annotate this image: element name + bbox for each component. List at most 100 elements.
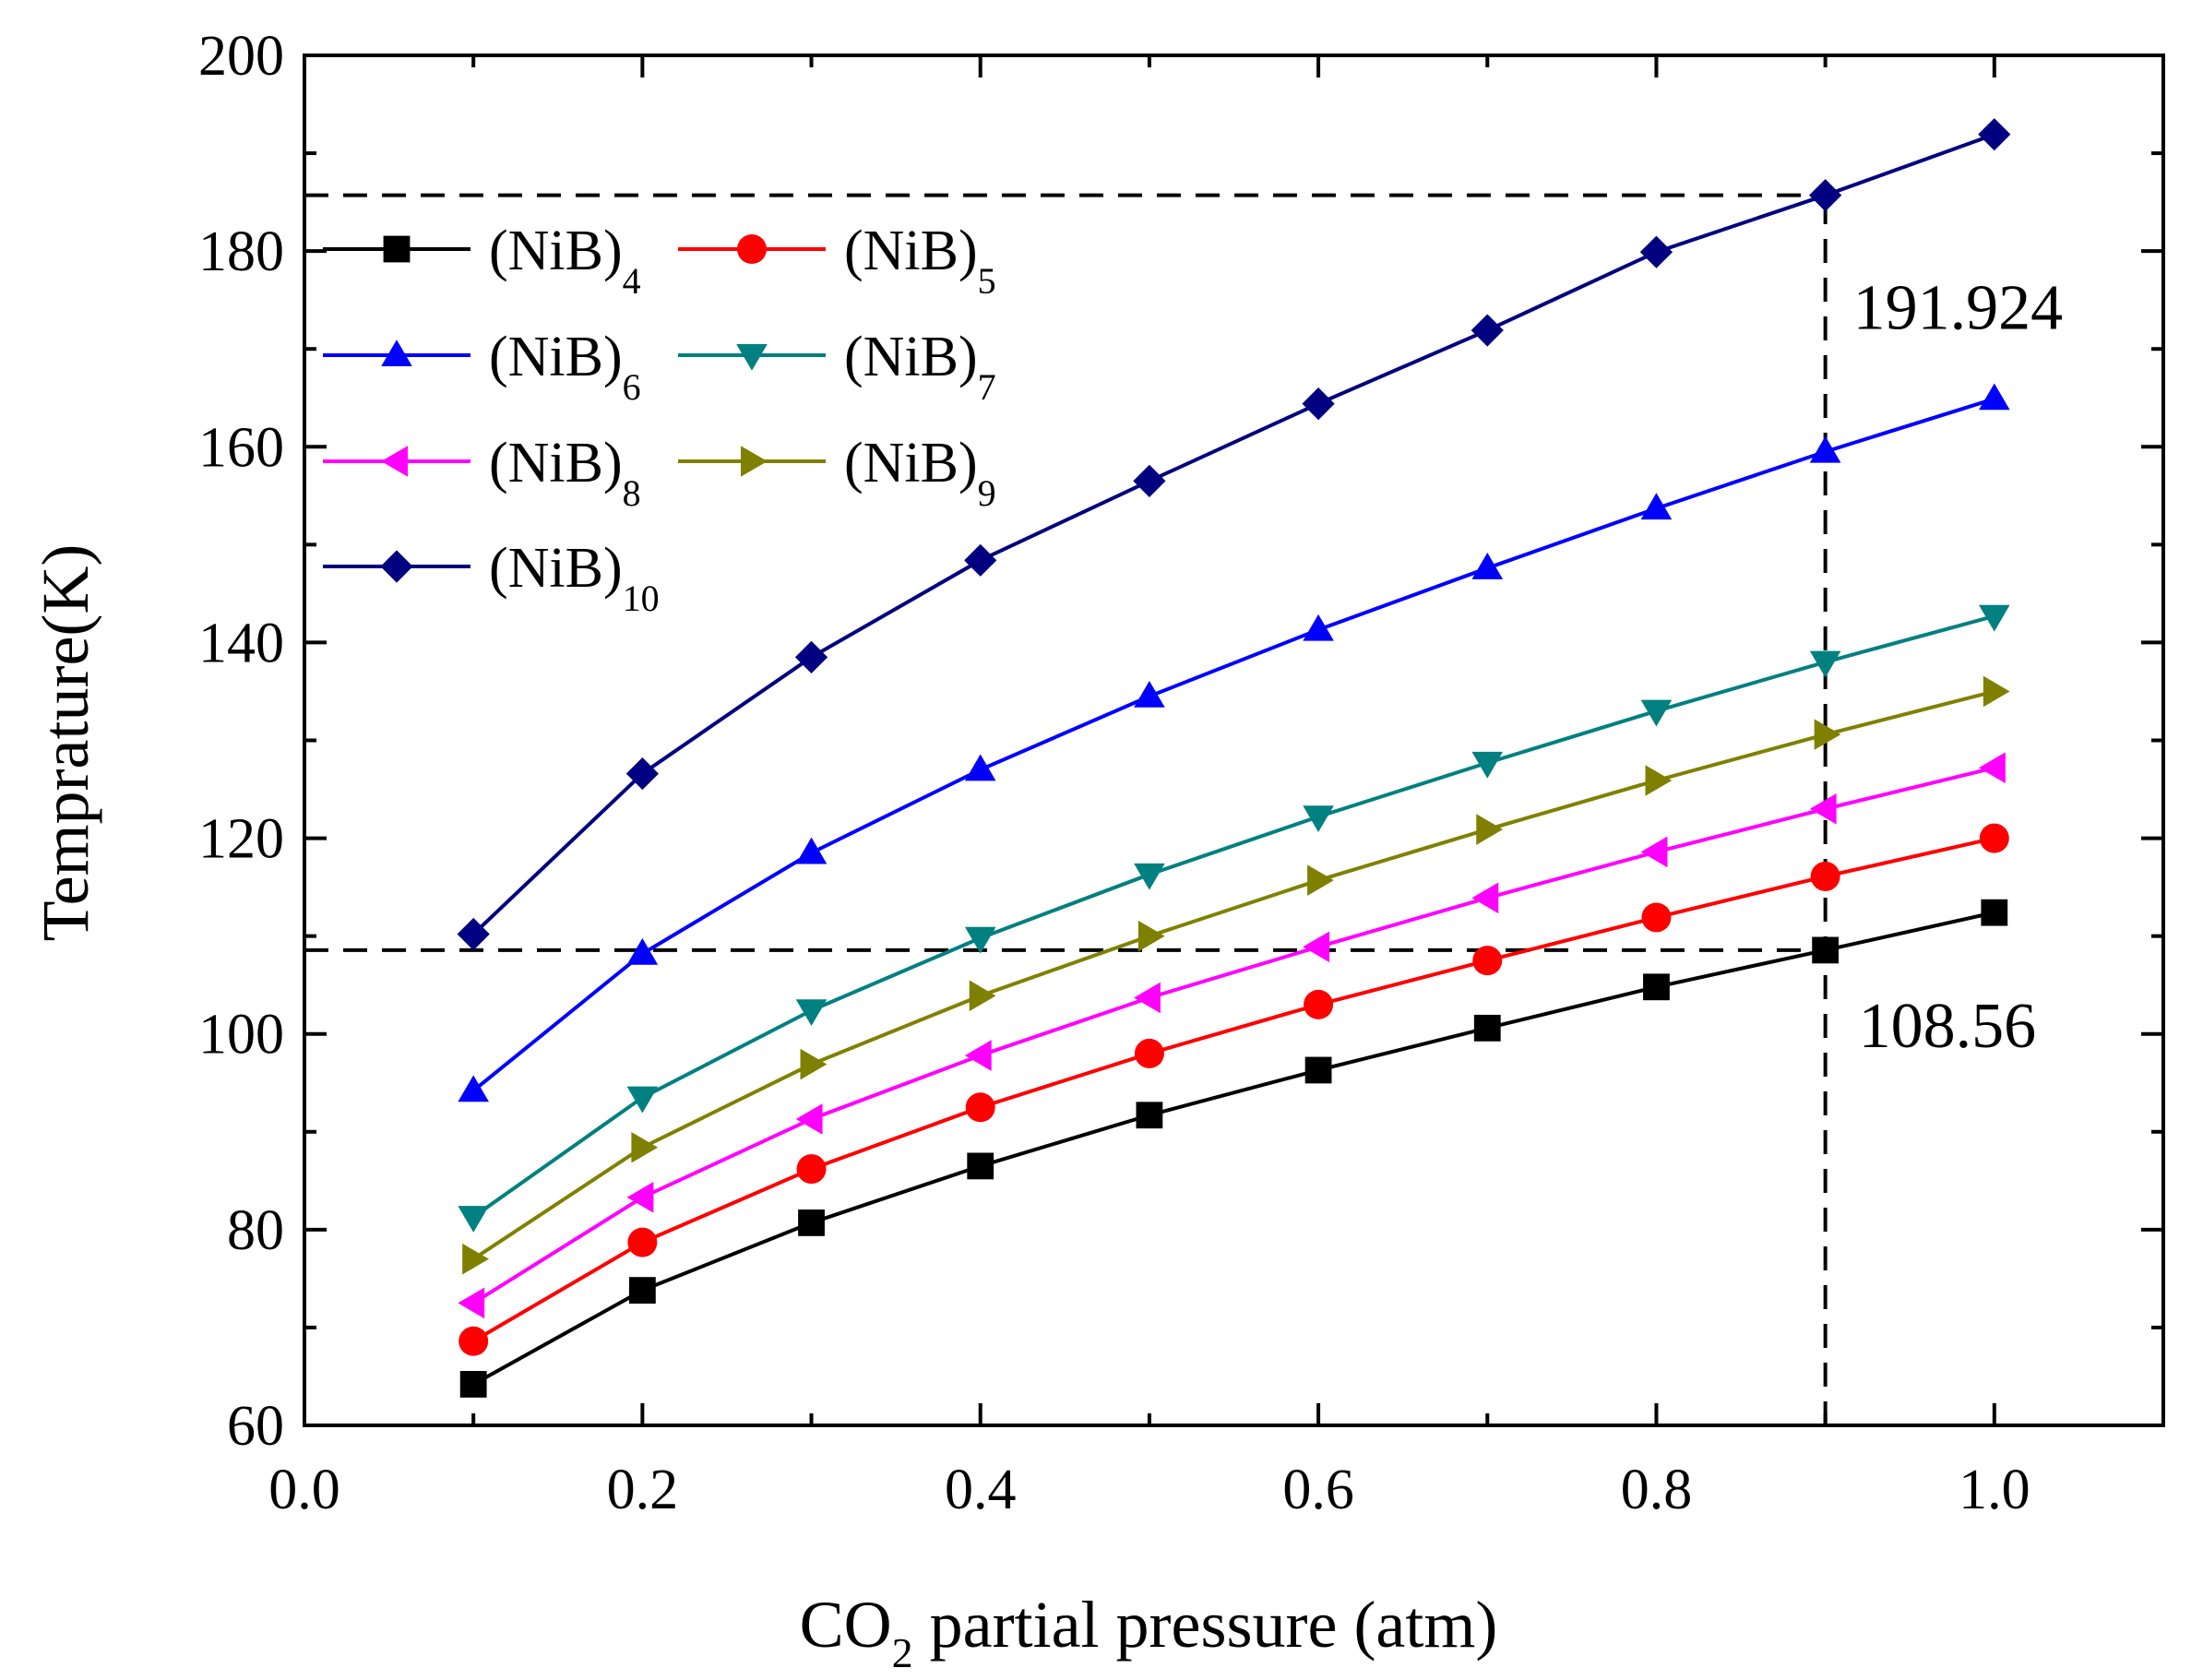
data-point-10-7	[1639, 235, 1673, 268]
legend-label-name: (NiB)	[844, 220, 978, 282]
data-point-8-4	[1134, 982, 1161, 1014]
data-point-8-3	[964, 1040, 992, 1071]
data-point-10-9	[1978, 118, 2011, 151]
data-point-10-4	[1133, 464, 1166, 498]
legend-item-10: (NiB)10	[323, 537, 660, 619]
legend-marker	[741, 446, 768, 477]
legend-marker	[381, 340, 412, 366]
x-tick-label: 0.0	[268, 1459, 340, 1521]
series-6	[458, 383, 2010, 1102]
data-point-4-8	[1812, 936, 1840, 964]
data-point-7-8	[1809, 650, 1841, 678]
legend-label: (NiB)5	[844, 220, 996, 302]
series-5	[458, 823, 2009, 1356]
data-point-6-0	[458, 1075, 489, 1102]
x-axis-title: CO2 partial pressure (atm)	[800, 1588, 1498, 1676]
data-point-6-3	[964, 754, 996, 781]
series-group	[457, 118, 2011, 1398]
legend-item-8: (NiB)8	[323, 432, 641, 514]
legend-item-7: (NiB)7	[678, 326, 996, 408]
x-tick-label: 0.8	[1621, 1459, 1693, 1521]
legend-label-sub: 5	[978, 260, 996, 302]
legend-item-9: (NiB)9	[678, 432, 996, 514]
y-tick-label: 100	[198, 1004, 284, 1066]
series-line-5	[472, 836, 1995, 1343]
x-axis-title-sub: 2	[892, 1629, 913, 1676]
data-point-10-2	[794, 640, 828, 673]
data-point-5-5	[1304, 989, 1334, 1019]
data-point-9-4	[1137, 920, 1165, 952]
legend-marker	[736, 344, 768, 371]
data-point-4-7	[1643, 973, 1670, 1001]
data-point-8-1	[626, 1182, 654, 1213]
legend-label-sub: 4	[623, 260, 641, 302]
legend-label-name: (NiB)	[489, 432, 623, 494]
legend-marker	[380, 550, 413, 583]
series-line-8	[472, 766, 1995, 1305]
legend: (NiB)4 (NiB)5(NiB)6 (NiB)7(NiB)8 (NiB)9(NiB…	[323, 220, 996, 619]
x-tick-label: 0.4	[945, 1459, 1017, 1521]
data-point-8-6	[1471, 882, 1499, 914]
data-point-4-6	[1473, 1014, 1501, 1042]
data-point-4-2	[798, 1209, 825, 1236]
annotations: 191.924 108.56	[1853, 273, 2063, 1062]
data-point-4-4	[1136, 1102, 1163, 1129]
legend-label-name: (NiB)	[489, 326, 623, 388]
x-tick-label: 1.0	[1959, 1459, 2030, 1521]
data-point-10-8	[1809, 179, 1842, 212]
data-point-9-8	[1814, 719, 1841, 750]
data-point-7-2	[795, 999, 828, 1027]
series-7	[458, 604, 2010, 1233]
legend-item-5: (NiB)5	[678, 220, 996, 302]
data-point-7-7	[1640, 699, 1673, 727]
data-point-7-9	[1979, 604, 2010, 632]
x-tick-label: 0.6	[1282, 1459, 1354, 1521]
data-point-10-0	[457, 917, 490, 951]
data-point-10-5	[1302, 387, 1335, 421]
legend-label-name: (NiB)	[844, 326, 978, 388]
data-point-7-0	[458, 1206, 489, 1233]
data-point-6-2	[795, 837, 828, 864]
data-point-5-0	[458, 1326, 489, 1356]
data-point-5-7	[1641, 902, 1672, 933]
legend-marker	[383, 235, 411, 263]
series-line-7	[472, 614, 1995, 1219]
data-point-6-9	[1979, 383, 2010, 411]
legend-item-6: (NiB)6	[323, 326, 641, 408]
data-point-8-5	[1303, 931, 1330, 963]
data-point-9-9	[1983, 675, 2010, 708]
data-point-8-9	[1979, 752, 2006, 783]
data-point-7-6	[1471, 751, 1504, 779]
series-8	[458, 752, 2006, 1319]
data-point-5-2	[796, 1154, 827, 1185]
data-point-6-7	[1640, 493, 1673, 520]
data-point-9-1	[631, 1131, 659, 1163]
data-point-6-8	[1809, 435, 1841, 463]
legend-label-sub: 9	[978, 472, 996, 514]
y-tick-label: 140	[198, 612, 284, 674]
series-4	[459, 899, 2008, 1398]
series-line-9	[472, 689, 1995, 1261]
legend-label: (NiB)8	[489, 432, 641, 514]
legend-label: (NiB)9	[844, 432, 996, 514]
legend-label-sub: 7	[978, 366, 996, 408]
legend-item-4: (NiB)4	[323, 220, 641, 302]
x-tick-label: 0.2	[607, 1459, 679, 1521]
data-point-8-8	[1809, 792, 1837, 825]
series-line-10	[471, 132, 1995, 935]
data-point-9-5	[1307, 864, 1334, 896]
data-point-8-7	[1640, 836, 1668, 868]
annotation-max-value: 191.924	[1853, 273, 2063, 344]
x-axis-title-post: partial pressure (atm)	[913, 1588, 1498, 1662]
data-point-9-2	[800, 1048, 828, 1080]
y-tick-label: 200	[198, 25, 284, 88]
data-point-5-4	[1134, 1038, 1164, 1068]
data-point-4-0	[459, 1371, 487, 1398]
data-point-5-8	[1810, 861, 1840, 891]
reference-lines	[304, 193, 1828, 1425]
legend-label-name: (NiB)	[844, 432, 978, 494]
y-tick-label: 180	[198, 220, 284, 283]
data-point-10-3	[964, 543, 997, 577]
data-point-4-1	[628, 1277, 656, 1305]
